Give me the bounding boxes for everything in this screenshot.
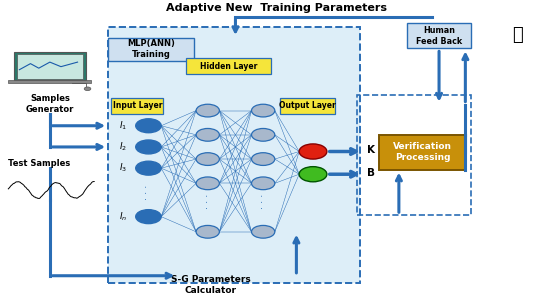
- FancyBboxPatch shape: [108, 27, 360, 283]
- Circle shape: [299, 144, 327, 159]
- Circle shape: [196, 128, 219, 141]
- Circle shape: [252, 177, 275, 190]
- FancyBboxPatch shape: [280, 98, 335, 114]
- Circle shape: [136, 161, 161, 175]
- Text: · · ·: · · ·: [203, 194, 213, 209]
- FancyBboxPatch shape: [108, 38, 194, 61]
- Circle shape: [196, 177, 219, 190]
- Text: MLP(ANN)
Training: MLP(ANN) Training: [127, 39, 175, 59]
- Circle shape: [299, 167, 327, 182]
- Text: Verification
Processing: Verification Processing: [393, 142, 452, 162]
- Text: · · ·: · · ·: [142, 185, 152, 200]
- FancyBboxPatch shape: [186, 58, 271, 74]
- Circle shape: [196, 153, 219, 165]
- Text: 🧠: 🧠: [512, 26, 524, 44]
- Text: $I_3$: $I_3$: [119, 162, 127, 175]
- Circle shape: [84, 87, 91, 91]
- Circle shape: [136, 210, 161, 224]
- Circle shape: [136, 140, 161, 154]
- Text: $I_1$: $I_1$: [119, 119, 127, 132]
- FancyBboxPatch shape: [407, 23, 471, 48]
- Text: S-G Parameters
Calculator: S-G Parameters Calculator: [171, 275, 250, 295]
- Text: Test Samples: Test Samples: [8, 159, 70, 168]
- Circle shape: [252, 104, 275, 117]
- Text: $I_2$: $I_2$: [119, 141, 127, 153]
- FancyBboxPatch shape: [8, 80, 91, 83]
- FancyBboxPatch shape: [379, 135, 465, 170]
- Text: Samples
Generator: Samples Generator: [25, 94, 74, 114]
- Circle shape: [196, 225, 219, 238]
- FancyBboxPatch shape: [17, 54, 83, 79]
- Circle shape: [252, 153, 275, 165]
- FancyBboxPatch shape: [14, 52, 86, 80]
- Text: Output Layer: Output Layer: [279, 101, 336, 110]
- Text: B: B: [367, 168, 375, 178]
- Text: Input Layer: Input Layer: [112, 101, 162, 110]
- Text: K: K: [367, 145, 375, 155]
- Text: Adaptive New  Training Parameters: Adaptive New Training Parameters: [167, 2, 387, 13]
- Text: Hidden Layer: Hidden Layer: [200, 62, 258, 71]
- Circle shape: [196, 104, 219, 117]
- Text: $I_n$: $I_n$: [119, 210, 127, 223]
- Circle shape: [252, 128, 275, 141]
- Circle shape: [252, 225, 275, 238]
- Text: · · ·: · · ·: [258, 194, 268, 209]
- Text: Human
Feed Back: Human Feed Back: [416, 26, 462, 46]
- FancyBboxPatch shape: [111, 98, 163, 114]
- Circle shape: [136, 119, 161, 133]
